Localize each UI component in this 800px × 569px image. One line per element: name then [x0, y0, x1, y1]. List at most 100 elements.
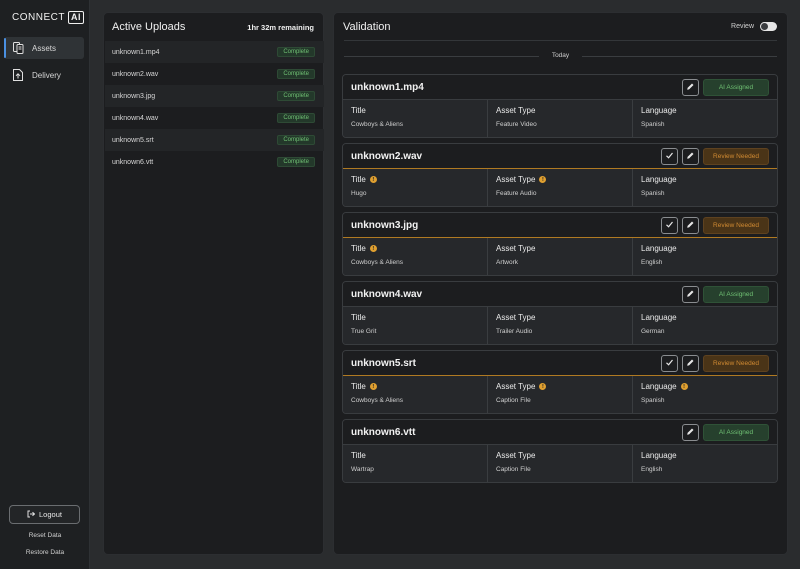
- asset-card[interactable]: unknown3.jpg Review Needed Title! Cowboys &…: [342, 212, 778, 276]
- logout-button[interactable]: Logout: [9, 505, 80, 524]
- field-label: Title!: [351, 175, 479, 184]
- title-value: Hugo: [351, 190, 367, 197]
- upload-filename: unknown5.srt: [112, 136, 154, 144]
- language-value: German: [641, 328, 665, 335]
- approve-button[interactable]: [661, 354, 678, 372]
- asset-type-value: Trailer Audio: [496, 328, 533, 335]
- language-field: Language! Spanish: [633, 376, 777, 413]
- asset-type-field: Asset Type Artwork: [488, 238, 633, 275]
- review-toggle[interactable]: Review: [731, 22, 777, 31]
- field-label: Language: [641, 244, 769, 253]
- language-field: Language English: [633, 238, 777, 275]
- asset-card[interactable]: unknown2.wav Review Needed Title! Hugo Asset…: [342, 143, 778, 207]
- complete-badge: Complete: [277, 135, 315, 145]
- asset-filename: unknown3.jpg: [351, 219, 419, 231]
- logo-box: AI: [67, 10, 84, 24]
- asset-card-body: Title Cowboys & Aliens Asset Type Feature V…: [343, 100, 777, 137]
- restore-data-link[interactable]: Restore Data: [25, 549, 65, 556]
- asset-type-label: Asset Type: [496, 451, 536, 460]
- asset-filename: unknown4.wav: [351, 288, 423, 300]
- field-label: Language: [641, 451, 769, 460]
- edit-button[interactable]: [682, 285, 699, 303]
- app-logo: CONNECT AI: [12, 10, 84, 24]
- pencil-icon: [686, 78, 695, 96]
- asset-card-header: unknown6.vtt AI Assigned: [343, 420, 777, 445]
- sidebar-item-delivery[interactable]: Delivery: [4, 64, 84, 86]
- review-switch[interactable]: [760, 22, 777, 31]
- field-label: Language: [641, 175, 769, 184]
- header-divider: [344, 40, 777, 41]
- complete-badge: Complete: [277, 113, 315, 123]
- upload-row[interactable]: unknown6.vtt Complete: [105, 151, 324, 173]
- asset-actions: AI Assigned: [682, 423, 769, 441]
- field-label: Language: [641, 106, 769, 115]
- title-value: Wartrap: [351, 466, 374, 473]
- check-icon: [665, 354, 674, 372]
- validation-title: Validation: [343, 21, 391, 33]
- asset-card[interactable]: unknown5.srt Review Needed Title! Cowboys &…: [342, 350, 778, 414]
- title-field: Title Cowboys & Aliens: [343, 100, 488, 137]
- asset-card[interactable]: unknown6.vtt AI Assigned Title Wartrap Asset…: [342, 419, 778, 483]
- upload-row[interactable]: unknown1.mp4 Complete: [105, 41, 324, 63]
- edit-button[interactable]: [682, 216, 699, 234]
- asset-card[interactable]: unknown1.mp4 AI Assigned Title Cowboys & Al…: [342, 74, 778, 138]
- warning-icon: !: [680, 383, 688, 390]
- sidebar: CONNECT AI Assets Delivery Logout Reset …: [0, 0, 90, 569]
- language-value: Spanish: [641, 121, 665, 128]
- asset-type-value: Artwork: [496, 259, 519, 266]
- title-label: Title: [351, 175, 366, 184]
- warning-icon: !: [539, 383, 547, 390]
- upload-filename: unknown6.vtt: [112, 158, 154, 166]
- active-uploads-panel: Active Uploads 1hr 32m remaining unknown…: [103, 12, 324, 555]
- asset-type-field: Asset Type Feature Video: [488, 100, 633, 137]
- title-field: Title! Cowboys & Aliens: [343, 238, 488, 275]
- status-badge: AI Assigned: [703, 423, 769, 441]
- asset-card-header: unknown4.wav AI Assigned: [343, 282, 777, 307]
- title-label: Title: [351, 451, 366, 460]
- upload-filename: unknown1.mp4: [112, 48, 160, 56]
- edit-button[interactable]: [682, 147, 699, 165]
- edit-button[interactable]: [682, 78, 699, 96]
- reset-data-link[interactable]: Reset Data: [28, 532, 62, 539]
- field-label: Title!: [351, 244, 479, 253]
- upload-row[interactable]: unknown3.jpg Complete: [105, 85, 324, 107]
- sidebar-item-label: Delivery: [32, 70, 61, 80]
- pencil-icon: [686, 354, 695, 372]
- title-value: Cowboys & Aliens: [351, 259, 404, 266]
- asset-card-body: Title! Hugo Asset Type! Feature Audio Langua…: [343, 169, 777, 206]
- title-label: Title: [351, 106, 366, 115]
- asset-card-header: unknown3.jpg Review Needed: [343, 213, 777, 238]
- upload-filename: unknown4.wav: [112, 114, 159, 122]
- asset-type-label: Asset Type: [496, 244, 536, 253]
- approve-button[interactable]: [661, 216, 678, 234]
- upload-filename: unknown3.jpg: [112, 92, 156, 100]
- edit-button[interactable]: [682, 423, 699, 441]
- sidebar-item-assets[interactable]: Assets: [4, 37, 84, 59]
- asset-filename: unknown5.srt: [351, 357, 417, 369]
- upload-row[interactable]: unknown4.wav Complete: [105, 107, 324, 129]
- upload-row[interactable]: unknown5.srt Complete: [105, 129, 324, 151]
- field-label: Language!: [641, 382, 769, 391]
- title-label: Title: [351, 244, 366, 253]
- edit-button[interactable]: [682, 354, 699, 372]
- asset-card[interactable]: unknown4.wav AI Assigned Title True Grit Ass…: [342, 281, 778, 345]
- complete-badge: Complete: [277, 91, 315, 101]
- asset-type-field: Asset Type Trailer Audio: [488, 307, 633, 344]
- complete-badge: Complete: [277, 47, 315, 57]
- upload-row[interactable]: unknown2.wav Complete: [105, 63, 324, 85]
- approve-button[interactable]: [661, 147, 678, 165]
- field-label: Asset Type: [496, 313, 624, 322]
- check-icon: [665, 216, 674, 234]
- pencil-icon: [686, 147, 695, 165]
- warning-icon: !: [369, 383, 377, 390]
- review-label: Review: [731, 23, 754, 30]
- asset-card-header: unknown5.srt Review Needed: [343, 351, 777, 376]
- assets-icon: [12, 42, 24, 54]
- asset-type-field: Asset Type Caption File: [488, 445, 633, 482]
- asset-actions: Review Needed: [661, 354, 769, 372]
- warning-icon: !: [369, 176, 377, 183]
- asset-type-value: Feature Video: [496, 121, 537, 128]
- field-label: Asset Type: [496, 451, 624, 460]
- field-label: Asset Type: [496, 244, 624, 253]
- title-field: Title True Grit: [343, 307, 488, 344]
